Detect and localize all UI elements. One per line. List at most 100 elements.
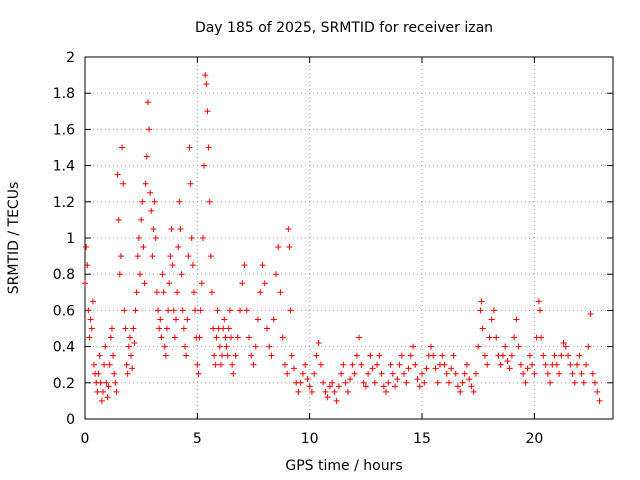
data-point <box>511 334 518 341</box>
data-point <box>104 394 111 401</box>
data-point <box>110 352 117 359</box>
data-point <box>270 316 277 323</box>
data-point <box>506 365 513 372</box>
data-point <box>216 343 223 350</box>
data-point <box>112 379 119 386</box>
data-point <box>181 343 188 350</box>
data-point <box>107 334 114 341</box>
data-point <box>538 334 545 341</box>
y-tick-label: 1.4 <box>53 159 75 175</box>
data-point <box>358 361 365 368</box>
data-point <box>225 325 232 332</box>
data-point <box>243 307 250 314</box>
data-point <box>192 307 199 314</box>
data-point <box>134 253 141 260</box>
data-point <box>439 352 446 359</box>
data-point <box>221 316 228 323</box>
data-point <box>284 370 291 377</box>
data-point <box>461 370 468 377</box>
data-point <box>569 370 576 377</box>
data-point <box>389 370 396 377</box>
data-point <box>285 225 292 232</box>
data-point <box>410 343 417 350</box>
data-point <box>206 198 213 205</box>
data-point <box>130 325 137 332</box>
data-point <box>152 235 159 241</box>
data-point <box>178 271 185 278</box>
data-point <box>338 370 345 377</box>
y-tick-label: 0.8 <box>53 267 75 283</box>
data-point <box>432 365 439 372</box>
y-tick-label: 1.2 <box>53 195 75 211</box>
data-point <box>211 352 218 359</box>
data-point <box>490 307 497 314</box>
data-point <box>177 225 184 232</box>
data-point <box>210 325 217 332</box>
data-point <box>139 198 146 205</box>
data-point <box>407 352 414 359</box>
data-point <box>196 334 203 341</box>
data-point <box>120 180 127 187</box>
data-point <box>347 376 354 383</box>
data-point <box>137 271 144 278</box>
data-point <box>463 361 470 368</box>
y-tick-label: 0.2 <box>53 376 75 392</box>
x-tick-label: 20 <box>525 431 543 447</box>
data-point <box>94 388 101 395</box>
data-point <box>202 72 209 79</box>
data-point <box>132 307 139 314</box>
data-point <box>478 298 485 305</box>
data-point <box>340 361 347 368</box>
data-point <box>535 298 542 305</box>
data-point <box>208 289 215 296</box>
data-point <box>229 361 236 368</box>
data-point <box>99 388 106 395</box>
data-point <box>277 289 284 296</box>
data-point <box>119 144 126 151</box>
data-point <box>205 144 212 151</box>
data-point <box>362 383 369 390</box>
data-point <box>185 253 192 260</box>
data-point <box>536 307 543 314</box>
y-tick-label: 0.6 <box>53 303 75 319</box>
data-point <box>83 244 90 251</box>
data-point <box>553 361 560 368</box>
data-point <box>204 108 211 115</box>
data-point <box>250 361 257 368</box>
data-point <box>142 180 149 187</box>
data-point <box>144 99 151 106</box>
data-point <box>97 379 104 386</box>
data-point <box>124 370 131 377</box>
data-point <box>470 388 477 395</box>
data-point <box>383 388 390 395</box>
data-point <box>493 334 500 341</box>
axis-ticks: 00.20.40.60.811.21.41.61.820 5 10 15 20 <box>53 50 613 447</box>
data-point <box>131 339 138 346</box>
data-point <box>188 235 195 241</box>
data-point <box>197 307 204 314</box>
data-point <box>295 388 302 395</box>
data-point <box>98 397 105 404</box>
data-point <box>230 370 237 377</box>
data-point <box>457 388 464 395</box>
data-point <box>86 334 93 341</box>
data-point <box>394 376 401 383</box>
data-point <box>123 361 130 368</box>
data-point <box>143 153 150 160</box>
data-point <box>222 334 229 341</box>
data-point <box>504 358 511 365</box>
data-point <box>203 81 210 88</box>
y-tick-label: 1.6 <box>53 122 75 138</box>
data-point <box>96 352 103 359</box>
data-point <box>315 339 322 346</box>
data-point <box>414 376 421 383</box>
data-point <box>149 253 156 260</box>
data-point <box>497 361 504 368</box>
data-point <box>156 325 163 332</box>
data-point <box>228 334 235 341</box>
data-point <box>246 334 253 341</box>
data-point <box>102 343 109 350</box>
data-point <box>90 361 97 368</box>
data-point <box>162 352 169 359</box>
data-point <box>263 325 270 332</box>
